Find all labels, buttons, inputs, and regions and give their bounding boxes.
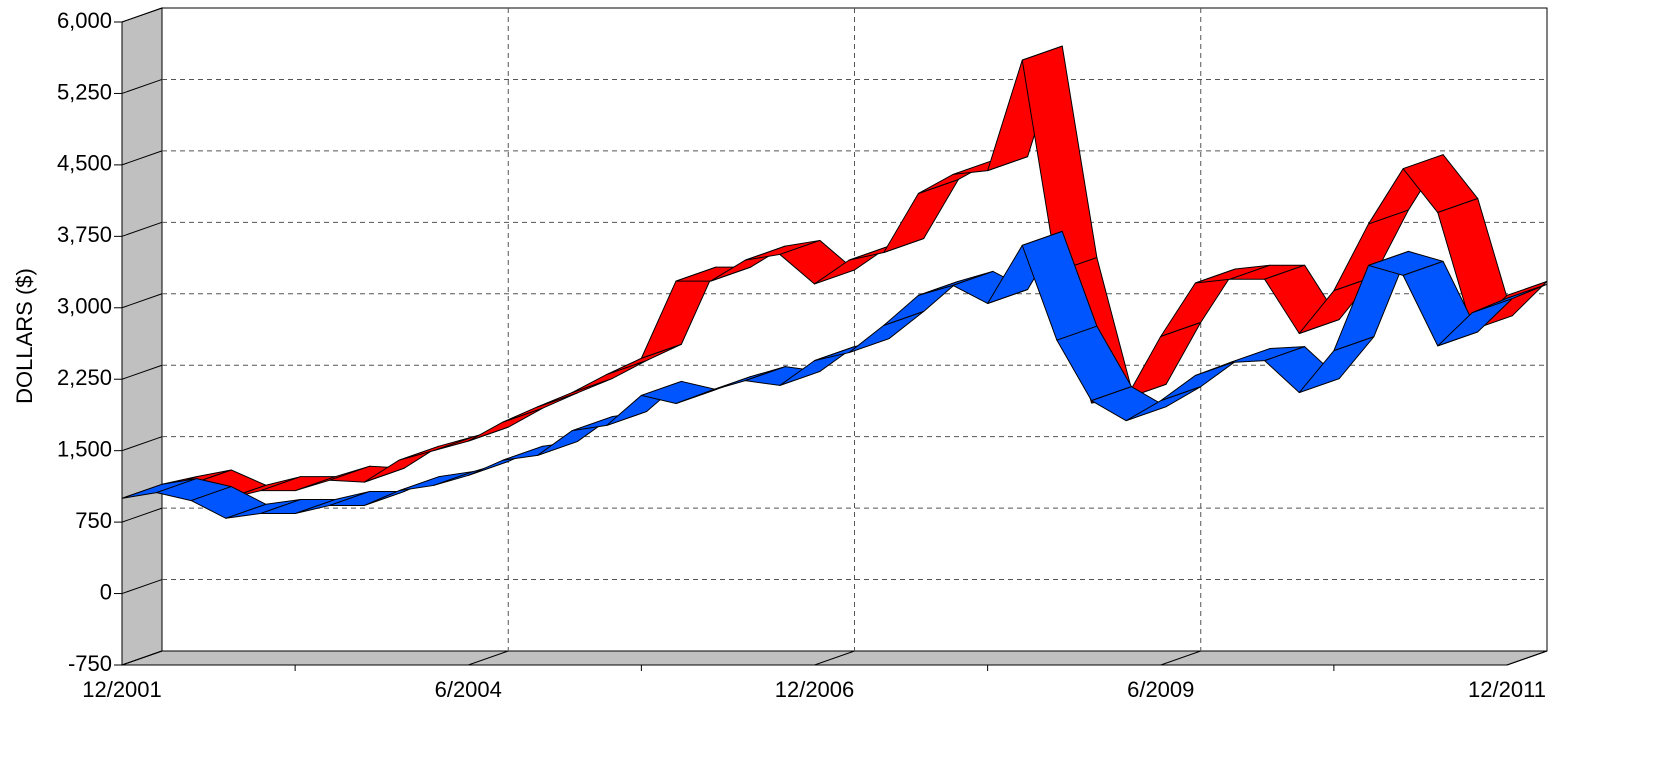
y-tick-slant: [121, 221, 163, 237]
x-tick: [1160, 650, 1201, 666]
y-tick-slant: [121, 78, 163, 94]
y-tick-label: 0: [100, 579, 112, 604]
y-tick-slant: [121, 364, 163, 380]
back-wall: [161, 7, 1548, 652]
x-tick-label: 12/2006: [775, 677, 855, 702]
y-tick-label: 6,000: [57, 8, 112, 33]
y-tick-slant: [121, 579, 163, 595]
y-tick-label: 3,000: [57, 294, 112, 319]
x-tick: [814, 650, 855, 666]
x-tick: [121, 650, 163, 666]
x-tick-label: 6/2004: [435, 677, 502, 702]
y-tick-label: 5,250: [57, 79, 112, 104]
y-tick-label: 750: [75, 508, 112, 533]
y-tick-slant: [121, 7, 163, 23]
x-tick-label: 6/2009: [1127, 677, 1194, 702]
y-tick-slant: [121, 150, 163, 166]
y-tick-label: 1,500: [57, 436, 112, 461]
y-tick-label: 3,750: [57, 222, 112, 247]
x-tick-label: 12/2011: [1468, 677, 1546, 702]
y-tick-label: 4,500: [57, 151, 112, 176]
y-tick-slant: [121, 436, 163, 452]
ribbon-segment: [1471, 283, 1548, 314]
x-tick-label: 12/2001: [82, 677, 162, 702]
y-tick-slant: [121, 293, 163, 309]
y-axis-label: DOLLARS ($): [12, 268, 37, 404]
left-wall: [121, 7, 163, 666]
y-tick-label: -750: [68, 651, 112, 676]
x-tick: [468, 650, 509, 666]
y-tick-label: 2,250: [57, 365, 112, 390]
y-tick-slant: [121, 507, 163, 523]
x-tick: [1506, 650, 1548, 666]
